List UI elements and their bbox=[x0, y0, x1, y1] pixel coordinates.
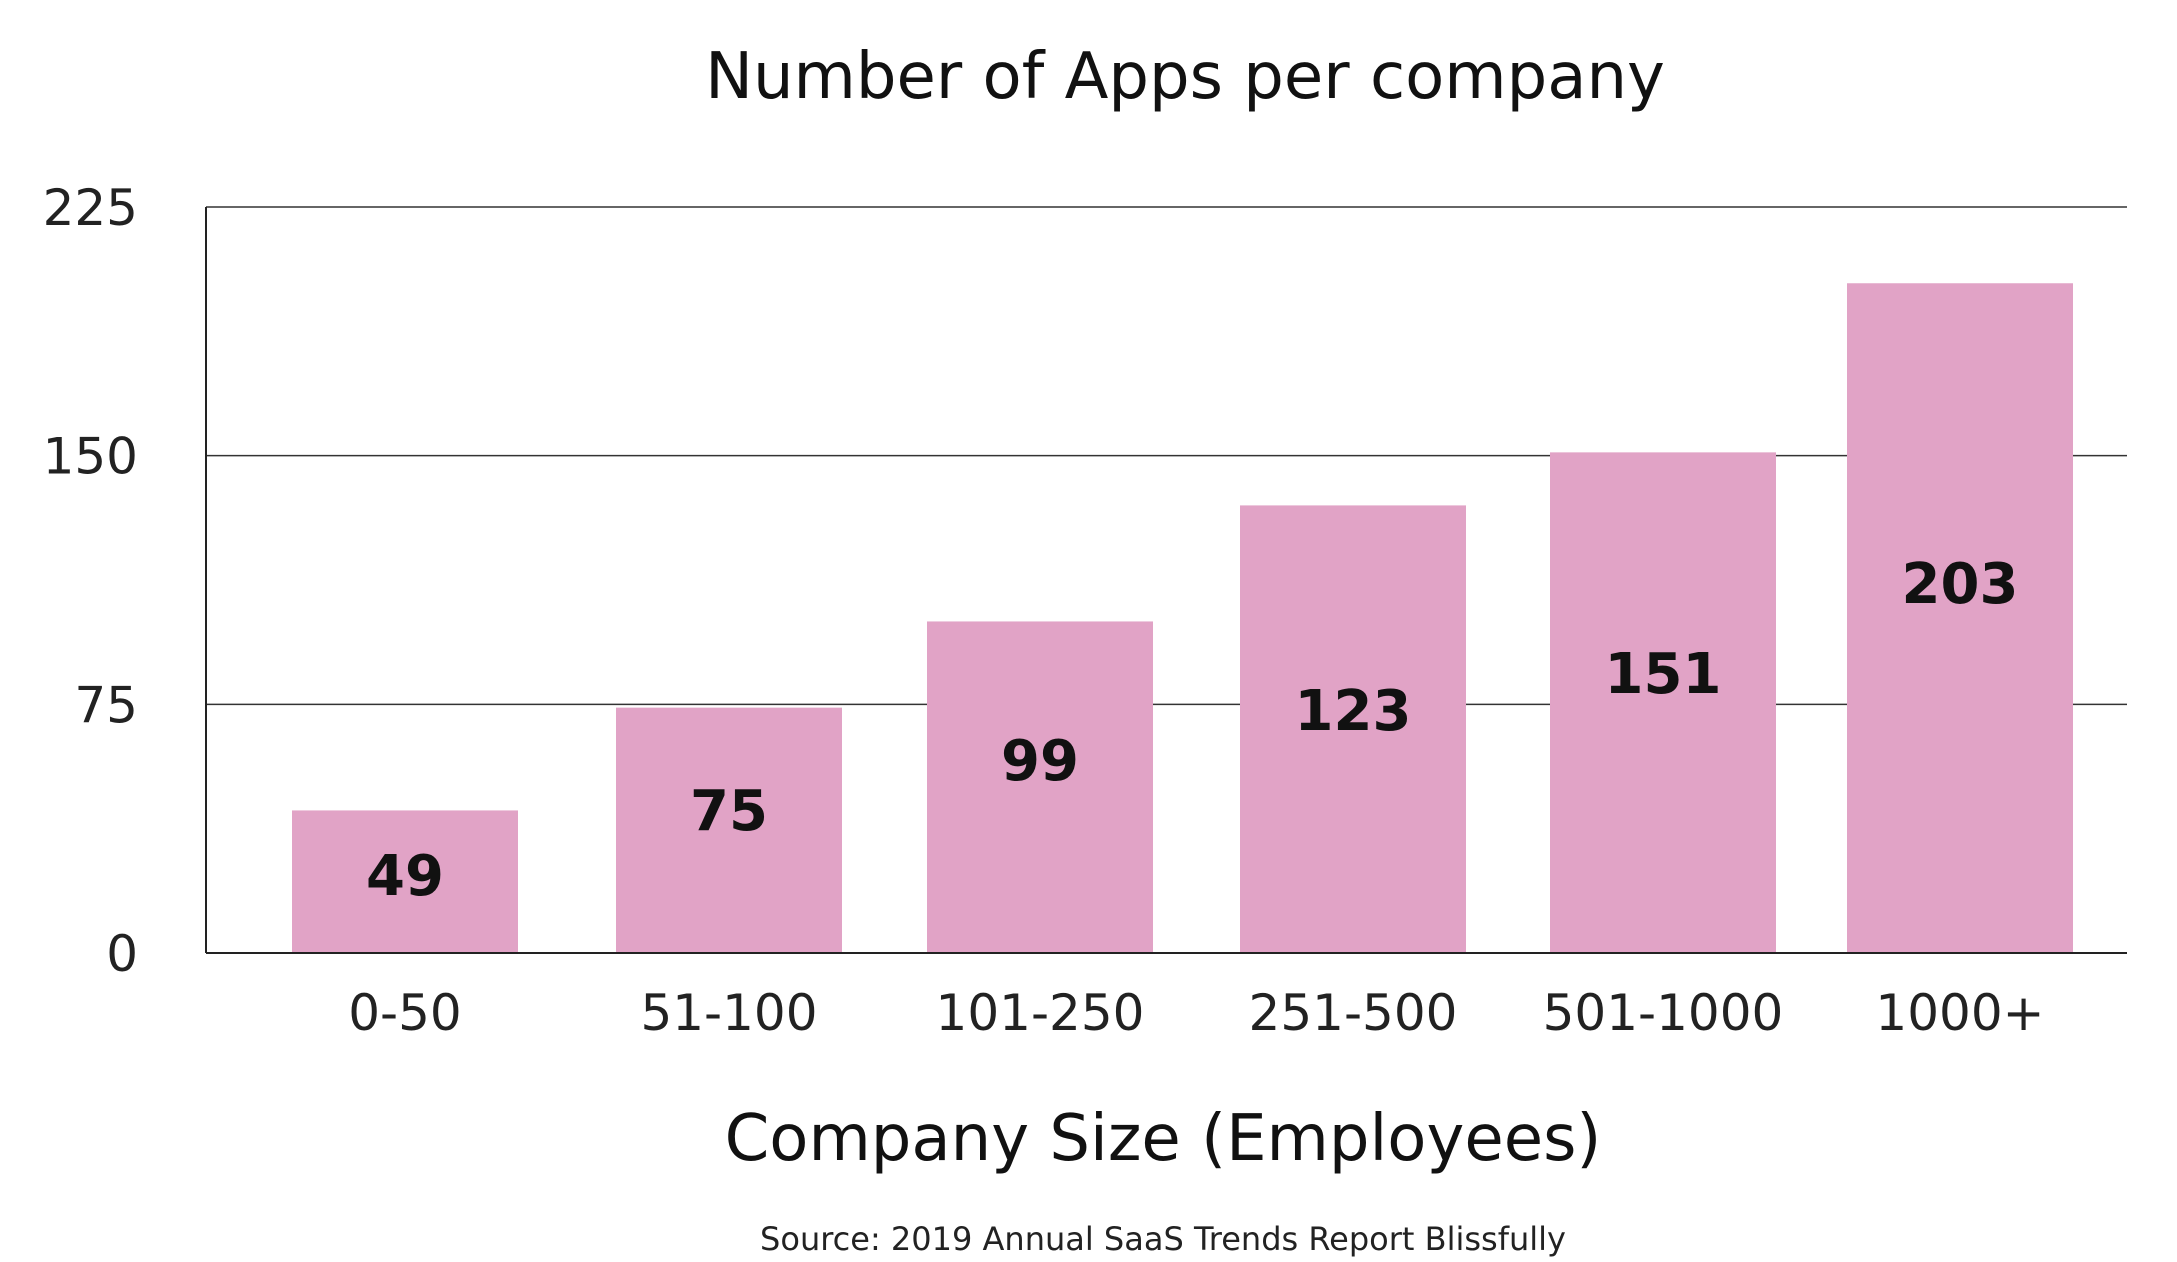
source-note: Source: 2019 Annual SaaS Trends Report B… bbox=[760, 1220, 1566, 1258]
bar-value-label: 49 bbox=[366, 844, 444, 909]
bar-value-label: 99 bbox=[1001, 729, 1079, 794]
bar-value-label: 151 bbox=[1605, 642, 1722, 707]
y-axis-tick-labels: 0 75 150 225 bbox=[43, 179, 138, 983]
y-tick-label: 150 bbox=[43, 428, 138, 486]
gridlines bbox=[206, 206, 2127, 706]
x-tick-label: 1000+ bbox=[1875, 984, 2044, 1042]
bars bbox=[292, 283, 2073, 953]
x-axis-label: Company Size (Employees) bbox=[725, 1102, 1602, 1176]
bar-0-50 bbox=[292, 810, 518, 953]
y-tick-label: 75 bbox=[74, 676, 138, 734]
x-tick-label: 51-100 bbox=[640, 984, 817, 1042]
bar-501-1000 bbox=[1550, 452, 1776, 953]
x-tick-label: 0-50 bbox=[348, 984, 461, 1042]
y-tick-label: 225 bbox=[43, 179, 138, 237]
x-tick-label: 251-500 bbox=[1249, 984, 1458, 1042]
bar-value-labels: 49 75 99 123 151 203 bbox=[366, 552, 2018, 909]
bar-value-label: 123 bbox=[1295, 679, 1412, 744]
bar-1000+ bbox=[1847, 283, 2073, 953]
bar-251-500 bbox=[1240, 505, 1466, 953]
x-axis-tick-labels: 0-50 51-100 101-250 251-500 501-1000 1000+ bbox=[348, 984, 2044, 1042]
bar-51-100 bbox=[616, 707, 842, 953]
bar-value-label: 75 bbox=[690, 779, 768, 844]
bar-value-label: 203 bbox=[1902, 552, 2019, 617]
y-tick-label: 0 bbox=[106, 925, 138, 983]
chart-title: Number of Apps per company bbox=[705, 40, 1665, 114]
x-tick-label: 101-250 bbox=[936, 984, 1145, 1042]
x-tick-label: 501-1000 bbox=[1543, 984, 1784, 1042]
bar-101-250 bbox=[927, 621, 1153, 953]
